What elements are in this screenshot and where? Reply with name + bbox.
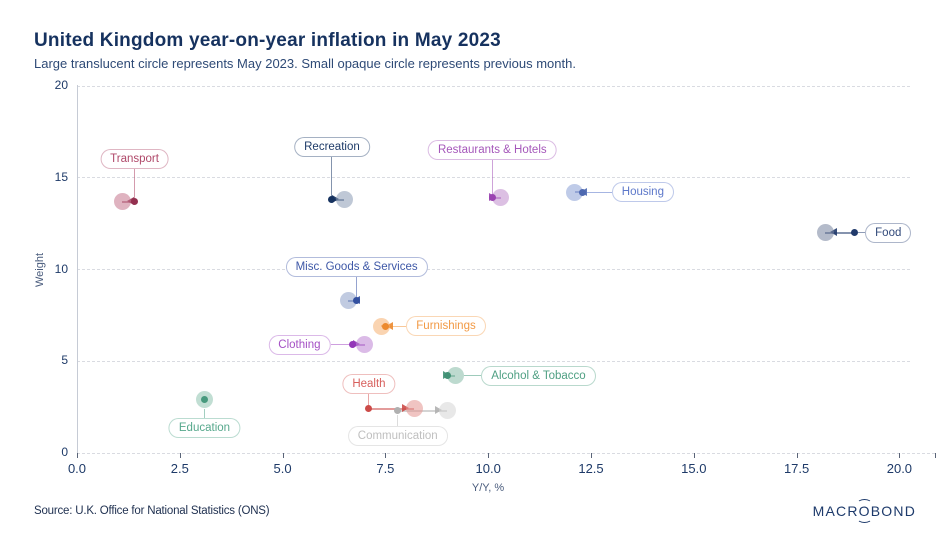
category-label: Transport xyxy=(100,148,169,169)
x-tick xyxy=(385,453,387,458)
gridline xyxy=(77,452,935,454)
prev-dot xyxy=(394,407,402,415)
leader-line xyxy=(356,276,358,297)
category-label: Food xyxy=(865,222,912,243)
y-tick-label: 10 xyxy=(54,261,68,276)
source-text: Source: U.K. Office for National Statist… xyxy=(34,505,270,517)
may-circle xyxy=(446,367,464,385)
category-label: Furnishings xyxy=(406,316,486,337)
arrowhead-icon xyxy=(386,321,394,330)
y-tick-label: 20 xyxy=(54,78,68,92)
may-circle xyxy=(492,189,510,207)
x-tick-label: 10.0 xyxy=(475,461,501,476)
connector-line xyxy=(825,231,855,234)
category-label: Misc. Goods & Services xyxy=(285,256,428,277)
category-label: Communication xyxy=(347,425,448,446)
leader-line xyxy=(491,159,493,194)
x-tick-label: 12.5 xyxy=(578,461,604,476)
x-tick xyxy=(282,453,284,458)
macrobond-logo: MACROBOND xyxy=(812,499,916,523)
leader-line xyxy=(464,375,482,377)
gridline xyxy=(77,269,910,270)
category-label: Restaurants & Hotels xyxy=(427,139,557,160)
arrowhead-icon xyxy=(830,228,838,237)
x-tick xyxy=(899,453,901,458)
category-label: Clothing xyxy=(268,334,331,355)
may-circle xyxy=(339,292,357,310)
leader-line xyxy=(331,156,333,196)
y-tick-label: 5 xyxy=(61,353,68,368)
connector-line xyxy=(368,407,415,410)
leader-line xyxy=(858,232,866,234)
prev-dot xyxy=(353,297,361,305)
category-label: Recreation xyxy=(294,136,370,157)
leader-line xyxy=(368,393,370,405)
x-tick-label: 17.5 xyxy=(783,461,810,476)
leader-line xyxy=(134,168,136,198)
gridline xyxy=(77,360,910,362)
x-tick-label: 7.5 xyxy=(376,461,395,476)
y-tick-label: 15 xyxy=(54,169,68,184)
prev-dot xyxy=(349,341,356,349)
category-label: Education xyxy=(168,417,241,438)
prev-dot xyxy=(200,396,208,404)
gridline xyxy=(77,177,910,179)
may-circle xyxy=(372,317,390,335)
x-tick-label: 0.0 xyxy=(67,461,87,476)
x-tick xyxy=(796,453,798,458)
logo-text: MACR xyxy=(812,503,859,519)
prev-dot xyxy=(579,188,587,196)
logo-text: BOND xyxy=(870,503,916,519)
prev-dot xyxy=(131,198,139,206)
x-tick xyxy=(693,453,695,458)
may-circle xyxy=(335,191,353,209)
leader-line xyxy=(586,191,612,193)
x-tick xyxy=(591,453,592,458)
leader-line xyxy=(203,408,205,418)
leader-line xyxy=(330,344,349,346)
may-circle xyxy=(356,336,374,354)
prev-dot xyxy=(443,372,451,380)
leader-line xyxy=(397,414,399,426)
may-circle xyxy=(566,183,584,201)
x-tick xyxy=(488,453,490,458)
arrowhead-icon xyxy=(127,197,135,206)
category-label: Alcohol & Tobacco xyxy=(481,365,596,386)
x-tick-label: 15.0 xyxy=(681,461,707,476)
may-circle xyxy=(816,224,834,242)
category-label: Housing xyxy=(611,182,674,203)
x-axis-title: Y/Y, % xyxy=(471,482,505,494)
x-tick-label: 2.5 xyxy=(170,461,189,476)
prev-dot xyxy=(850,229,858,237)
prev-dot xyxy=(381,322,389,330)
may-circle xyxy=(113,193,131,211)
gridline xyxy=(77,85,910,87)
leader-line xyxy=(390,325,407,327)
prev-dot xyxy=(328,196,336,204)
may-circle xyxy=(405,400,423,418)
prev-dot xyxy=(488,194,496,202)
x-tick xyxy=(179,453,181,458)
x-tick xyxy=(935,453,936,458)
y-axis-line xyxy=(77,85,78,454)
y-tick-label: 0 xyxy=(61,445,68,459)
page-title: United Kingdom year-on-year inflation in… xyxy=(34,30,501,51)
prev-dot xyxy=(365,405,373,413)
x-tick-label: 5.0 xyxy=(273,461,292,476)
logo-orbit-o: O xyxy=(856,499,872,523)
category-label: Health xyxy=(342,373,396,394)
may-circle xyxy=(438,402,456,420)
x-tick xyxy=(77,453,78,458)
x-tick-label: 20.0 xyxy=(886,461,913,476)
page-subtitle: Large translucent circle represents May … xyxy=(34,56,576,71)
